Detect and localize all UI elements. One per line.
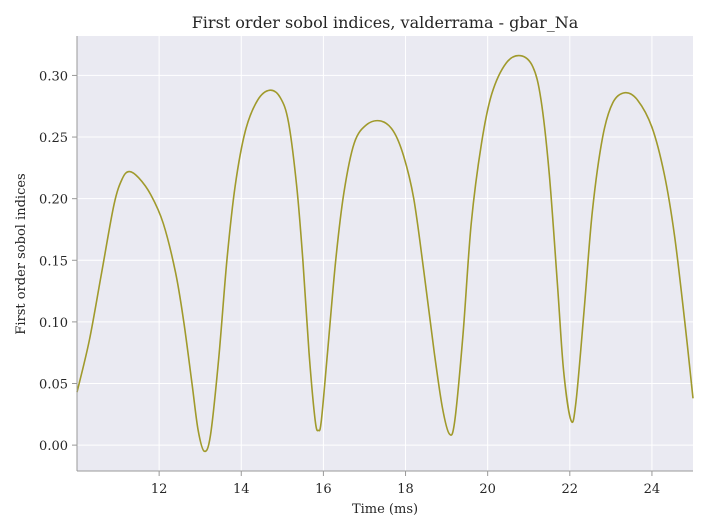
x-tick-label: 24 — [644, 482, 661, 497]
x-axis-ticks: 12 14 16 18 20 22 24 — [151, 471, 660, 497]
series-layer — [76, 54, 694, 453]
y-tick-label: 0.30 — [39, 69, 68, 84]
x-tick-label: 12 — [151, 482, 168, 497]
y-axis-ticks: 0.00 0.05 0.10 0.15 0.20 0.25 0.30 — [39, 69, 77, 454]
y-tick-label: 0.10 — [39, 316, 68, 331]
x-tick-label: 18 — [397, 482, 414, 497]
y-tick-label: 0.15 — [39, 254, 68, 269]
x-tick-label: 20 — [479, 482, 496, 497]
y-tick-label: 0.05 — [39, 378, 68, 393]
series-line — [76, 54, 694, 453]
x-tick-label: 14 — [233, 482, 250, 497]
grid — [77, 36, 693, 471]
y-tick-label: 0.25 — [39, 131, 68, 146]
y-tick-label: 0.20 — [39, 193, 68, 208]
x-tick-label: 16 — [315, 482, 332, 497]
x-axis-label: Time (ms) — [352, 502, 418, 517]
y-tick-label: 0.00 — [39, 439, 68, 454]
y-axis-label: First order sobol indices — [14, 173, 29, 334]
chart-title: First order sobol indices, valderrama - … — [192, 13, 579, 32]
x-tick-label: 22 — [562, 482, 579, 497]
plot-area — [77, 36, 693, 471]
